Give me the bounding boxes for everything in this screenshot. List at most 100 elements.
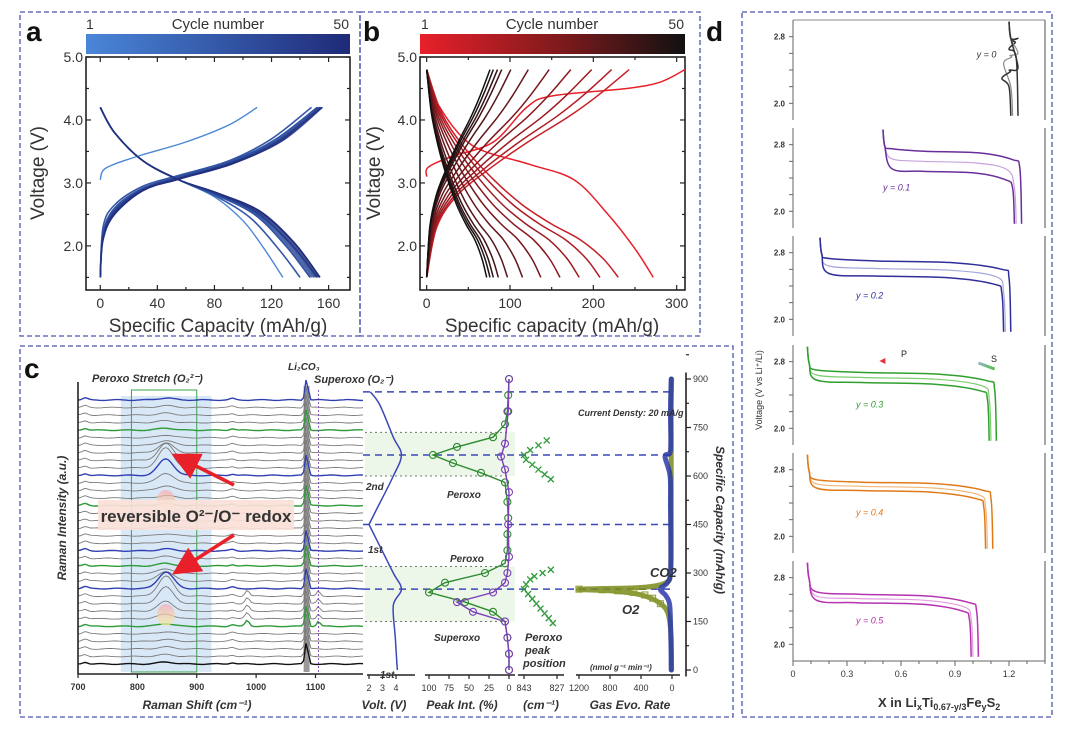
raman-x-tick-label: 1000 (246, 682, 266, 692)
plot-frame (85, 56, 351, 291)
peak-int-point-superoxo (504, 552, 514, 561)
discharge-line (425, 69, 542, 278)
gas-x-tick-label: 800 (602, 683, 617, 693)
charge-line (425, 69, 630, 278)
subplot-y-tick-label: 2.0 (774, 532, 786, 541)
peroxo-peak-highlight-lower (156, 604, 175, 626)
raman-spectrum (77, 447, 364, 469)
panel-label-c: c (24, 353, 40, 384)
peak-int-point-superoxo (503, 568, 512, 578)
subplot-label: y = 0.2 (855, 291, 883, 301)
subplot-y0.2: 2.0 2.8 y = 0.2 (774, 236, 1046, 336)
subplot-y-tick-label: 2.0 (774, 207, 786, 216)
o2-marker (598, 586, 606, 594)
y-axis-label-d: Voltage (V vs Li⁺/Li) (754, 350, 764, 430)
x-axis-label-volt: Volt. (V) (362, 698, 407, 712)
series-line-discharge (99, 107, 284, 278)
panel-a-border (19, 11, 361, 337)
peak-int-point-superoxo (504, 407, 513, 416)
raman-spectrum (77, 454, 364, 477)
peak-int-point-peroxo (488, 607, 498, 616)
x-axis-label-a: Specific Capacity (mAh/g) (109, 316, 328, 337)
raman-spectrum (77, 635, 364, 658)
peak-int-point-peroxo (503, 497, 512, 506)
peak-position-marker (539, 569, 547, 577)
charge-line (425, 69, 593, 278)
o2-marker (656, 600, 664, 608)
x-tick-label: 0 (96, 295, 104, 311)
series-line-discharge-bundle (99, 107, 320, 278)
peak-int-point-peroxo (503, 530, 512, 539)
capacity-y-tick-label: 300 (693, 568, 708, 578)
cycle-label-1st: 1st (368, 545, 383, 556)
raman-spectrum (77, 425, 363, 447)
subplot-y0.4: 2.0 2.8 y = 0.4 (774, 453, 1046, 553)
series-line-charge (99, 106, 312, 278)
subplot-y-tick-label: 2.8 (774, 466, 786, 475)
discharge-line (425, 69, 580, 278)
raman-spectrum (77, 530, 364, 553)
x-tick-label: 0 (423, 295, 431, 311)
cycle2-shade (365, 432, 515, 476)
subplot-y0.1: 2.0 2.8 y = 0.1 (774, 128, 1046, 228)
peak-int-point-peroxo (460, 598, 470, 607)
panel-b-border (359, 11, 701, 337)
peak-int-point-peroxo (488, 433, 498, 442)
series-line-charge (99, 106, 258, 180)
peak-int-point-peroxo (440, 578, 450, 587)
peroxo-window-box (130, 389, 198, 673)
y-tick-label: 4.0 (64, 112, 84, 128)
li2co3-label: Li₂CO₃ (288, 362, 320, 373)
x-tick-label: 120 (260, 295, 284, 311)
peak-int-point-peroxo (500, 478, 510, 487)
y-axis-label-a: Voltage (V) (28, 126, 49, 220)
y-axis-label-raman: Raman Intensity (a.u.) (55, 456, 69, 581)
colorbar-b (420, 34, 685, 54)
subplot-y-tick-label: 2.8 (774, 249, 786, 258)
capacity-y-tick-label: 0 (693, 665, 698, 675)
subplot-label: y = 0 (976, 50, 997, 60)
peak-int-point-superoxo (488, 588, 498, 597)
peak-int-point-superoxo (500, 439, 510, 448)
peak-pos-x-tick-label: 843 (516, 683, 531, 693)
capacity-y-tick-label: 600 (693, 471, 708, 481)
raman-x-tick-label: 1100 (306, 682, 326, 692)
y-tick-label: 2.0 (64, 238, 84, 254)
discharge-line (425, 69, 488, 278)
raman-spectrum (77, 575, 364, 597)
subplot-y-tick-label: 2.0 (774, 99, 786, 108)
colorbar-a (86, 34, 350, 54)
charge-line (425, 69, 529, 278)
x-tick-label: 300 (665, 295, 689, 311)
volt-x-tick-label: 2 (366, 683, 371, 693)
o2-marker (575, 585, 583, 593)
charge-line (425, 68, 686, 177)
y-axis-label-b: Voltage (V) (364, 126, 385, 220)
raman-spectrum (77, 394, 364, 416)
panel-d: 2.0 2.8 y = 0 2.0 2.8 y = 0.1 2.0 2.8 y = 0.2 2.0… (754, 19, 1046, 712)
y-tick-label: 5.0 (64, 49, 84, 65)
peak-position-marker (547, 475, 555, 483)
subplot-y-tick-label: 2.8 (774, 141, 786, 150)
gas-x-tick-label: 1200 (569, 683, 589, 693)
peak-int-point-superoxo (500, 465, 510, 474)
subplot-y0.3: 2.0 2.8 y = 0.3 (774, 345, 1046, 445)
raman-x-tick-label: 700 (70, 682, 85, 692)
panel-label-a: a (26, 16, 42, 47)
peak-int-point-peroxo (448, 459, 458, 468)
gas-unit-label: (nmol g⁻¹ min⁻¹) (590, 663, 652, 672)
panel-c-border (19, 345, 734, 718)
superoxo-label: Superoxo (O₂⁻) (314, 374, 394, 386)
charge-line (425, 69, 503, 278)
voltage-curve-cycle1 (368, 524, 403, 671)
subplot-y0.5: 2.0 2.8 y = 0.5 (774, 561, 1046, 661)
voltage-profile (806, 562, 974, 657)
peak-int-point-peroxo (424, 588, 434, 597)
x-axis-label-raman: Raman Shift (cm⁻¹) (142, 698, 251, 712)
subplot-label: y = 0.1 (882, 183, 910, 193)
charge-line (425, 69, 572, 278)
raman-spectrum (77, 606, 364, 628)
raman-spectrum (77, 598, 364, 620)
redox-arrow-upper (171, 453, 235, 487)
voltage-profile (819, 237, 1012, 332)
